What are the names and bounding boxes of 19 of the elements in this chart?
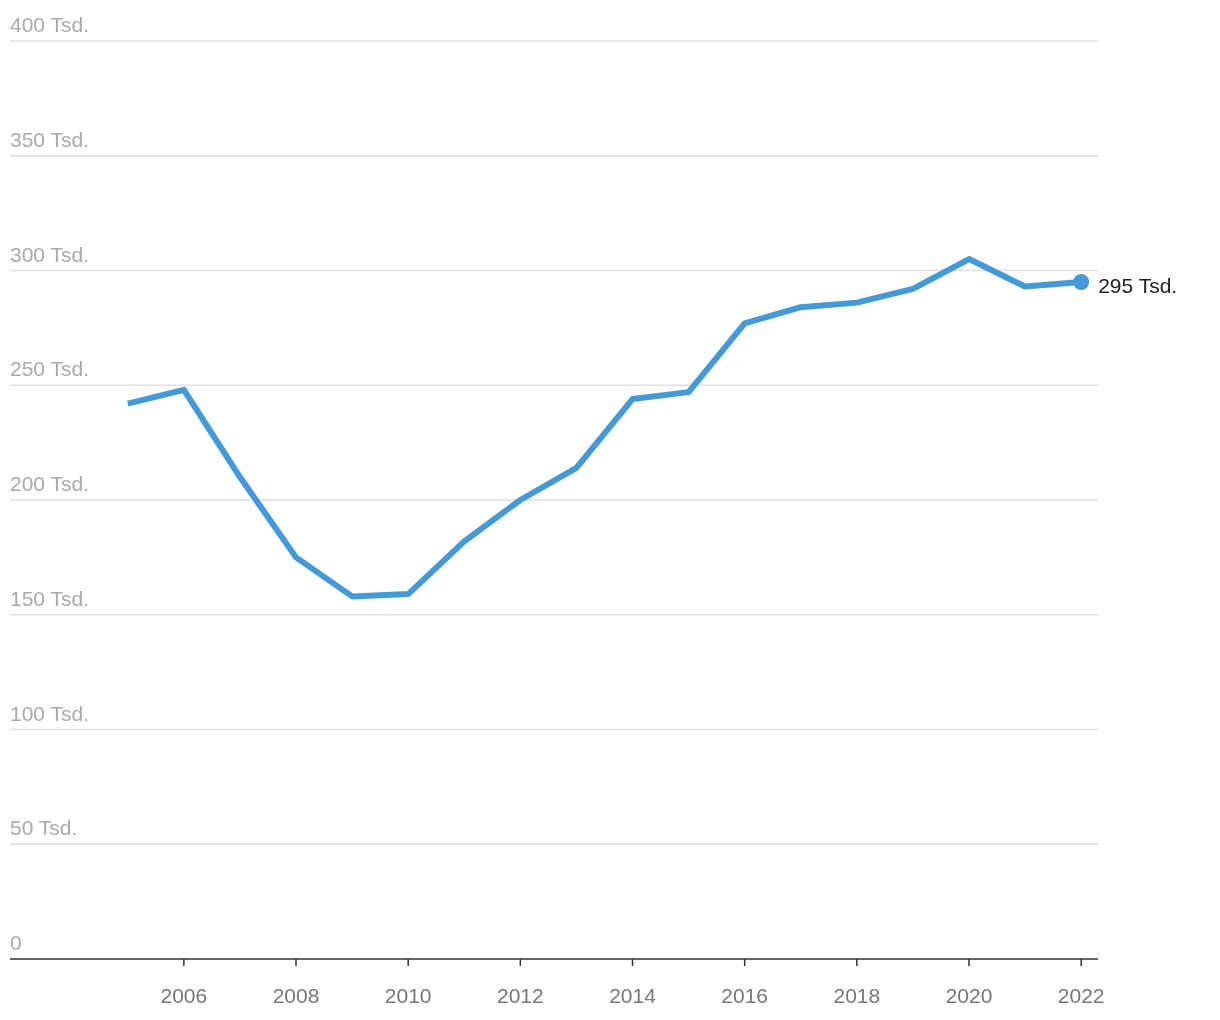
y-tick-label: 150 Tsd. bbox=[10, 586, 90, 610]
x-tick-label: 2018 bbox=[833, 984, 881, 1007]
y-tick-label: 0 bbox=[10, 931, 22, 954]
y-tick-label: 50 Tsd. bbox=[10, 816, 78, 840]
x-tick-label: 2014 bbox=[609, 984, 657, 1007]
y-tick-label: 250 Tsd. bbox=[10, 357, 90, 381]
y-tick-label: 300 Tsd. bbox=[10, 242, 90, 266]
x-tick-label: 2016 bbox=[721, 984, 769, 1007]
y-tick-label: 400 Tsd. bbox=[10, 13, 90, 36]
x-tick-label: 2022 bbox=[1057, 984, 1105, 1007]
x-tick-label: 2012 bbox=[496, 984, 544, 1007]
y-tick-label: 350 Tsd. bbox=[10, 127, 90, 151]
x-tick-label: 2010 bbox=[384, 984, 432, 1007]
x-tick-label: 2008 bbox=[272, 984, 320, 1007]
data-label: 295 Tsd. bbox=[1098, 273, 1178, 297]
x-tick-label: 2006 bbox=[160, 984, 208, 1007]
y-tick-label: 200 Tsd. bbox=[10, 472, 90, 495]
y-tick-label: 100 Tsd. bbox=[10, 701, 90, 725]
x-tick-label: 2020 bbox=[945, 984, 993, 1007]
